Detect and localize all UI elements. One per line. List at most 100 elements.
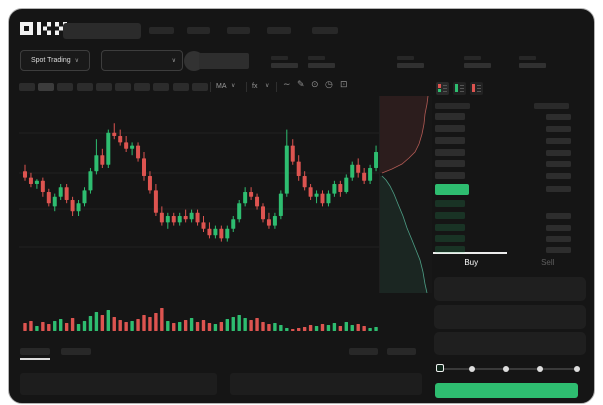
last-price-amount-placeholder [546,186,571,192]
slider-stop[interactable] [574,366,580,372]
bid-row[interactable] [433,246,586,254]
stat-label-placeholder [397,56,414,60]
nav-item-placeholder[interactable] [149,27,174,34]
book-asks-toggle[interactable] [470,82,483,95]
timeframe-pill[interactable] [38,83,55,91]
stat-value-placeholder [397,63,424,68]
pair-selector-dropdown[interactable]: ∨ [101,50,183,71]
ask-price-placeholder [435,125,465,132]
ask-amount-placeholder [546,126,571,132]
timeframe-pill[interactable] [191,83,208,91]
bid-row[interactable] [433,224,586,232]
timeframe-pill[interactable] [19,83,35,91]
amount-field[interactable] [434,305,586,329]
fx-indicator-button[interactable]: fx [252,83,258,90]
price-field[interactable] [434,277,586,301]
search-input[interactable] [63,23,141,39]
clock-icon[interactable]: ◷ [325,80,333,90]
bid-amount-placeholder [546,213,571,219]
tab-buy[interactable]: Buy [464,258,479,267]
ask-row[interactable] [433,149,586,157]
total-field[interactable] [434,332,586,355]
ask-price-placeholder [435,149,465,156]
ma-indicator-button[interactable]: MA [216,83,227,90]
buy-submit-button[interactable] [435,383,578,398]
timeframe-pill[interactable] [95,83,112,91]
ask-row[interactable] [433,125,586,133]
timeframe-pill[interactable] [57,83,74,91]
bid-row[interactable] [433,235,586,243]
timeframe-pill[interactable] [115,83,131,91]
bid-amount-placeholder [546,225,571,231]
candlestick-chart[interactable] [19,96,381,339]
slider-handle[interactable] [436,364,444,372]
toolbar-divider [246,82,247,92]
stat-value-placeholder [519,63,546,68]
history-panel-placeholder [230,373,422,395]
bid-price-placeholder [435,224,465,231]
tab-sell[interactable]: Sell [541,258,555,267]
bid-price-placeholder [435,235,465,242]
timeframe-pill[interactable] [76,83,93,91]
camera-icon[interactable]: ⊙ [311,80,319,90]
bid-amount-placeholder [546,236,571,242]
orderbook-col-header-price [435,103,470,109]
timeframe-pill[interactable] [153,83,170,91]
stat-label-placeholder [308,56,325,60]
toggle-strip [438,84,441,88]
bid-price-placeholder [435,246,465,253]
market-type-label: Spot Trading [30,57,71,64]
timeframe-pill[interactable] [172,83,189,91]
toggle-line [443,84,447,86]
book-bids-toggle[interactable] [453,82,466,95]
slider-stop[interactable] [537,366,543,372]
toggle-line [460,84,464,86]
ask-price-placeholder [435,172,465,179]
ask-amount-placeholder [546,150,571,156]
bid-row[interactable] [433,200,586,208]
ask-row[interactable] [433,172,586,180]
draw-icon[interactable]: ✎ [297,80,305,90]
toggle-line [460,90,464,93]
ask-row[interactable] [433,113,586,121]
bottom-tab[interactable] [61,348,91,355]
stat-label-placeholder [271,56,288,60]
okx-logo [20,22,67,35]
trade-tabs: Buy Sell [433,255,586,271]
slider-stop[interactable] [503,366,509,372]
nav-item-placeholder[interactable] [312,27,338,34]
market-type-dropdown[interactable]: Spot Trading ∨ [20,50,90,71]
orderbook-col-header-amount [534,103,569,109]
bid-price-placeholder [435,200,465,207]
bid-amount-placeholder [546,247,571,253]
slider-stop[interactable] [469,366,475,372]
expand-icon[interactable]: ⊡ [340,80,348,90]
ask-row[interactable] [433,160,586,168]
stat-label-placeholder [519,56,536,60]
bid-row[interactable] [433,212,586,220]
nav-item-placeholder[interactable] [187,27,210,34]
toggle-strip [455,84,458,93]
bottom-tab-indicator [20,358,50,360]
toggle-line [460,87,464,90]
chevron-down-icon: ∨ [74,57,80,64]
ask-amount-placeholder [546,138,571,144]
nav-item-placeholder[interactable] [267,27,291,34]
ask-row[interactable] [433,137,586,145]
ask-price-placeholder [435,113,465,120]
last-price-row[interactable] [433,184,586,196]
bottom-action-placeholder[interactable] [349,348,378,355]
depth-chart [379,96,432,293]
chevron-down-icon[interactable]: ∨ [265,82,270,89]
chevron-down-icon[interactable]: ∨ [231,82,236,89]
book-combined-toggle[interactable] [436,82,449,95]
stat-value-placeholder [308,63,335,68]
nav-item-placeholder[interactable] [227,27,250,34]
wave-icon[interactable]: ∼ [283,80,291,90]
timeframe-pill[interactable] [134,83,151,91]
ask-amount-placeholder [546,161,571,167]
last-price-bar [435,184,469,195]
bottom-action-placeholder[interactable] [387,348,416,355]
bottom-tab-active[interactable] [20,348,50,355]
toggle-line [443,87,447,90]
